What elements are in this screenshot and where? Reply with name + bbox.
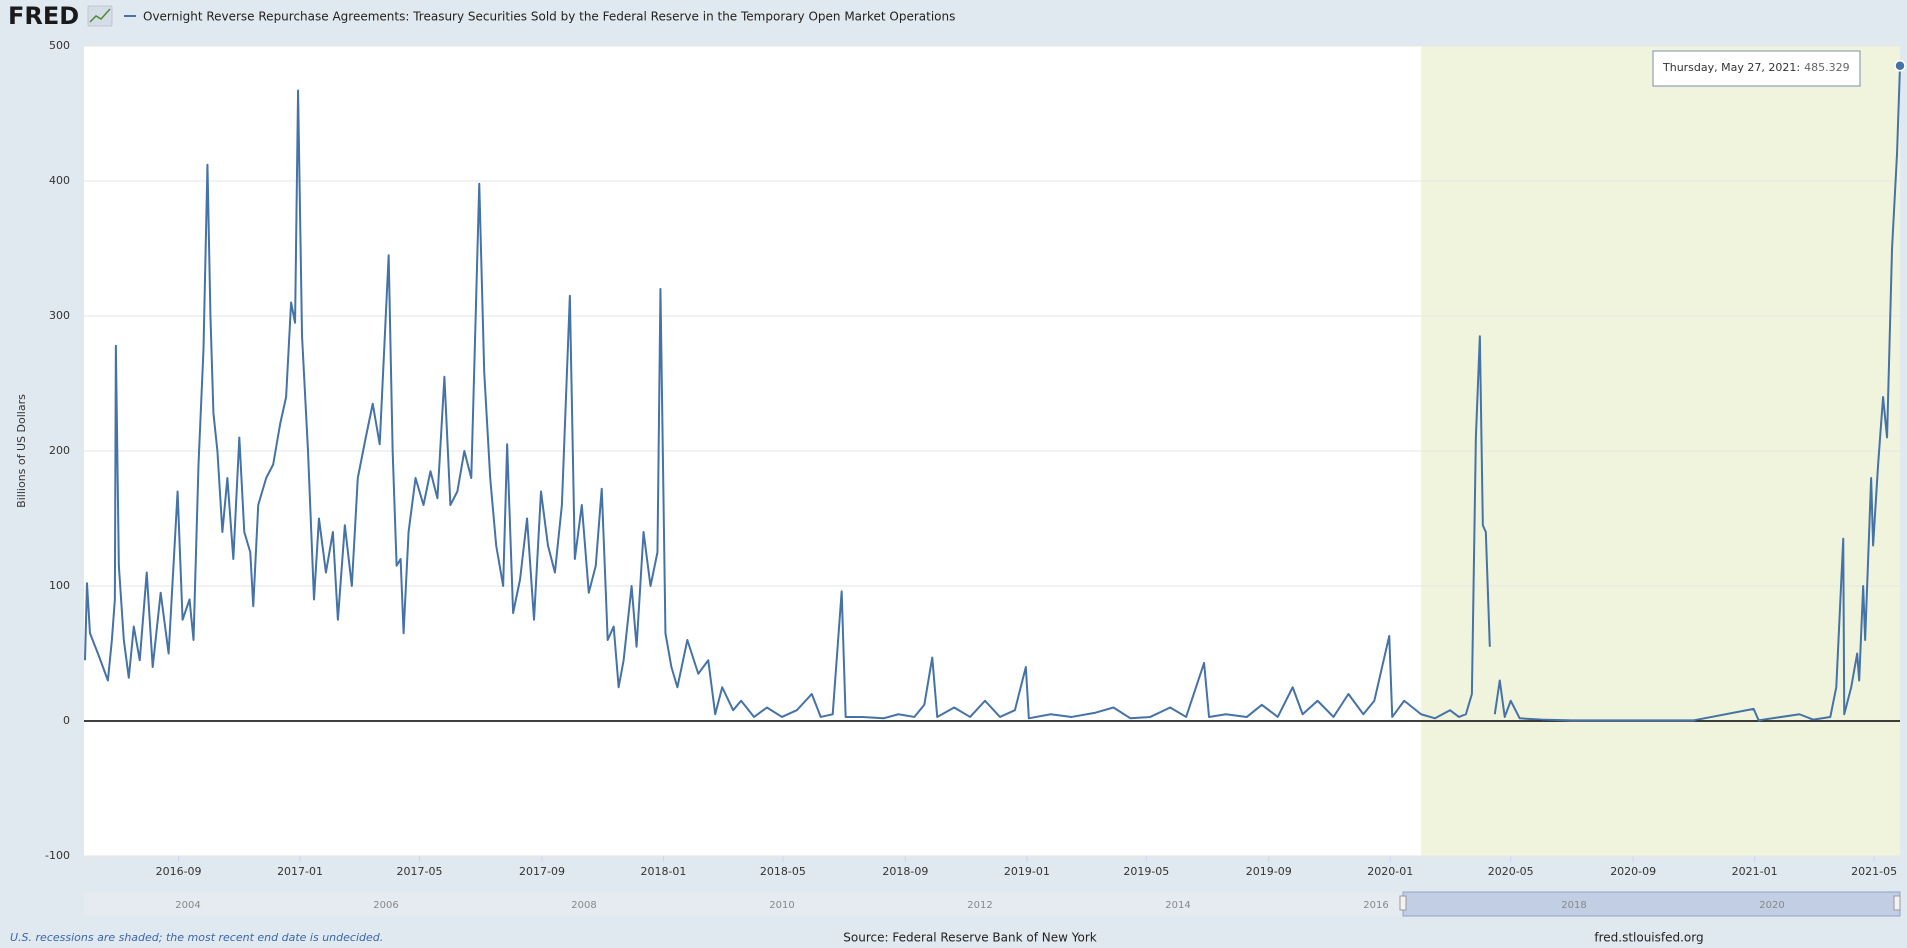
navigator-label: 2012 <box>967 900 992 911</box>
x-tick-label: 2018-05 <box>760 865 806 878</box>
tooltip-box <box>1652 50 1861 87</box>
navigator-handle-left[interactable] <box>1399 895 1407 911</box>
recession-note: U.S. recessions are shaded; the most rec… <box>10 931 383 944</box>
x-tick-label: 2020-01 <box>1367 865 1413 878</box>
navigator-label: 2010 <box>769 900 794 911</box>
y-tick-label: 500 <box>49 39 70 52</box>
navigator-label: 2014 <box>1165 900 1190 911</box>
y-tick-label: 300 <box>49 309 70 322</box>
y-tick-label: 100 <box>49 579 70 592</box>
navigator-label: 2016 <box>1363 900 1388 911</box>
logo[interactable]: FRED <box>8 2 79 30</box>
x-tick-label: 2017-09 <box>519 865 565 878</box>
logo-icon <box>87 5 113 27</box>
x-tick-label: 2017-01 <box>277 865 323 878</box>
navigator-label: 2020 <box>1759 900 1784 911</box>
x-tick-label: 2017-05 <box>397 865 443 878</box>
navigator-label: 2004 <box>175 900 200 911</box>
x-tick-label: 2018-01 <box>640 865 686 878</box>
navigator-selection <box>1402 891 1901 917</box>
tooltip-text: Thursday, May 27, 2021: 485.329 <box>1662 61 1850 74</box>
navigator-label: 2018 <box>1561 900 1586 911</box>
x-tick-label: 2021-05 <box>1851 865 1897 878</box>
site-url[interactable]: fred.stlouisfed.org <box>1594 931 1703 945</box>
x-tick-label: 2016-09 <box>156 865 202 878</box>
x-tick-label: 2021-01 <box>1732 865 1778 878</box>
hover-marker <box>1894 60 1906 72</box>
tooltip-date: Thursday, May 27, 2021: <box>1662 61 1800 74</box>
legend-title: Overnight Reverse Repurchase Agreements:… <box>143 10 955 24</box>
y-tick-label: -100 <box>45 849 70 862</box>
source: Source: Federal Reserve Bank of New York <box>843 931 1097 945</box>
navigator-label: 2006 <box>373 900 398 911</box>
series-line <box>84 65 1901 722</box>
tooltip-value: 485.329 <box>1804 61 1850 74</box>
navigator-handle-right[interactable] <box>1893 895 1901 911</box>
x-tick-label: 2019-05 <box>1123 865 1169 878</box>
x-tick-label: 2018-09 <box>882 865 928 878</box>
navigator-label: 2008 <box>571 900 596 911</box>
x-tick-label: 2020-05 <box>1488 865 1534 878</box>
y-tick-label: 400 <box>49 174 70 187</box>
y-axis-label: Billions of US Dollars <box>15 394 28 508</box>
logo-icon-line <box>89 8 111 23</box>
y-tick-label: 0 <box>63 714 70 727</box>
y-tick-label: 200 <box>49 444 70 457</box>
x-tick-label: 2019-09 <box>1246 865 1292 878</box>
x-tick-label: 2019-01 <box>1004 865 1050 878</box>
x-tick-label: 2020-09 <box>1610 865 1656 878</box>
